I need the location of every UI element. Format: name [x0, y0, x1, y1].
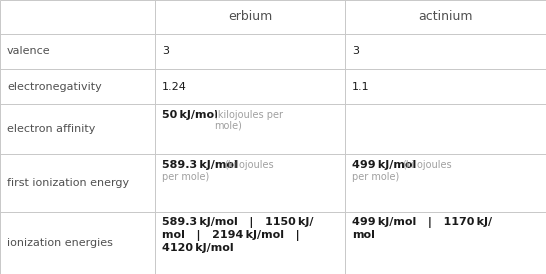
Text: 4120 kJ/mol: 4120 kJ/mol [162, 243, 234, 253]
Text: electronegativity: electronegativity [7, 81, 102, 92]
Text: mole): mole) [214, 121, 242, 131]
Text: mol   |   2194 kJ/mol   |: mol | 2194 kJ/mol | [162, 230, 300, 241]
Text: valence: valence [7, 47, 51, 56]
Text: (kilojoules: (kilojoules [402, 160, 452, 170]
Text: 589.3 kJ/mol   |   1150 kJ/: 589.3 kJ/mol | 1150 kJ/ [162, 217, 313, 228]
Text: actinium: actinium [418, 10, 473, 24]
Text: 589.3 kJ/mol: 589.3 kJ/mol [162, 160, 238, 170]
Text: per mole): per mole) [162, 172, 209, 182]
Text: first ionization energy: first ionization energy [7, 178, 129, 188]
Text: 50 kJ/mol: 50 kJ/mol [162, 110, 218, 120]
Text: (kilojoules: (kilojoules [224, 160, 274, 170]
Text: electron affinity: electron affinity [7, 124, 96, 134]
Text: ionization energies: ionization energies [7, 238, 113, 248]
Text: mol: mol [352, 230, 375, 240]
Text: erbium: erbium [228, 10, 272, 24]
Text: (kilojoules per: (kilojoules per [214, 110, 283, 120]
Text: 3: 3 [352, 47, 359, 56]
Text: per mole): per mole) [352, 172, 399, 182]
Text: 3: 3 [162, 47, 169, 56]
Text: 499 kJ/mol   |   1170 kJ/: 499 kJ/mol | 1170 kJ/ [352, 217, 492, 228]
Text: 499 kJ/mol: 499 kJ/mol [352, 160, 416, 170]
Text: 1.1: 1.1 [352, 81, 370, 92]
Text: 1.24: 1.24 [162, 81, 187, 92]
